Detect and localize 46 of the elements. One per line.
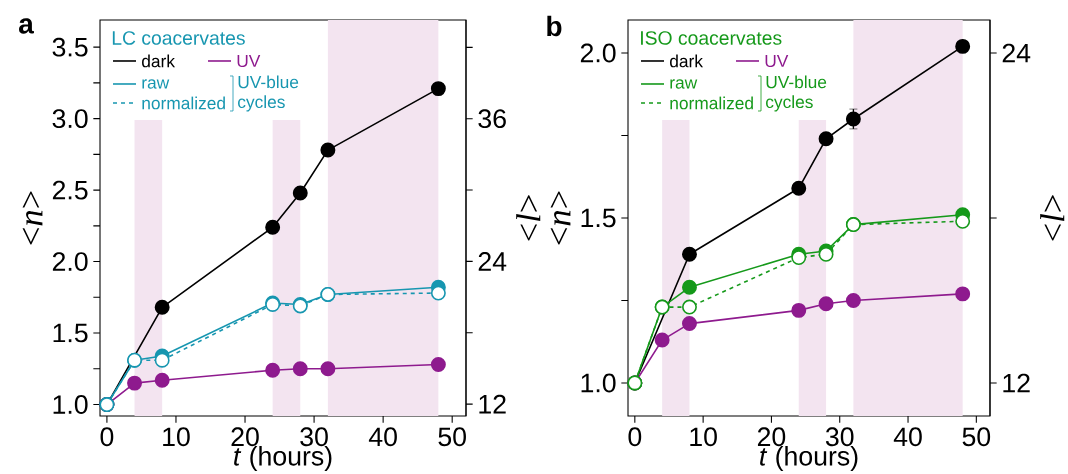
y-tick-label: 2.0 <box>580 43 616 63</box>
chart-title: a <box>19 18 34 34</box>
chart-title: b <box>547 15 562 37</box>
legend-label: UV <box>237 54 261 68</box>
y-tick-label: 1.5 <box>581 208 616 228</box>
legend-label: raw <box>142 79 170 89</box>
x-tick-label: 20 <box>757 427 786 447</box>
legend-label: normalized <box>142 96 225 110</box>
annotation: UV-blue cycles <box>766 75 827 112</box>
y-tick-label: 3.5 <box>52 37 88 57</box>
y2-tick-label: 24 <box>478 252 507 271</box>
y2-tick-label: 36 <box>478 109 506 129</box>
legend-label: dark <box>670 54 704 68</box>
x-tick-label: 20 <box>231 427 259 447</box>
x-tick-label: 0 <box>628 427 642 447</box>
y-tick-label: 1.0 <box>581 373 616 393</box>
y-axis-title: <n> <box>550 191 571 245</box>
annotation: UV-blue cycles <box>238 75 299 112</box>
legend-title: LC coacervates <box>112 31 245 45</box>
x-axis-title: t (hours) <box>760 446 858 471</box>
x-tick-label: 0 <box>100 427 114 447</box>
x-tick-label: 50 <box>962 427 991 447</box>
x-tick-label: 40 <box>893 427 922 447</box>
x-tick-label: 10 <box>690 427 717 447</box>
legend-label: dark <box>142 54 176 68</box>
y-tick-label: 3.0 <box>52 109 88 129</box>
x-tick-label: 30 <box>300 427 328 447</box>
y-tick-label: 1.5 <box>53 323 88 343</box>
x-tick-label: 30 <box>825 427 854 447</box>
legend-label: normalized <box>670 96 753 110</box>
x-tick-label: 40 <box>368 427 397 447</box>
y-tick-label: 2.5 <box>52 180 88 200</box>
x-tick-label: 10 <box>163 427 190 447</box>
y-tick-label: 2.0 <box>52 252 88 272</box>
y2-tick-label: 24 <box>1002 43 1031 63</box>
x-axis-title: t (hours) <box>234 446 332 471</box>
y-axis-title: <n> <box>22 191 43 245</box>
legend-title: ISO coacervates <box>641 31 782 45</box>
legend-label: UV <box>765 54 789 68</box>
y2-tick-label: 12 <box>479 394 506 414</box>
y2-axis-title: <l> <box>1040 195 1065 241</box>
y2-tick-label: 12 <box>1003 373 1030 393</box>
y-tick-label: 1.0 <box>53 395 88 414</box>
legend-label: raw <box>670 79 698 89</box>
x-tick-label: 50 <box>438 427 466 447</box>
y2-axis-title: <l> <box>516 195 541 241</box>
